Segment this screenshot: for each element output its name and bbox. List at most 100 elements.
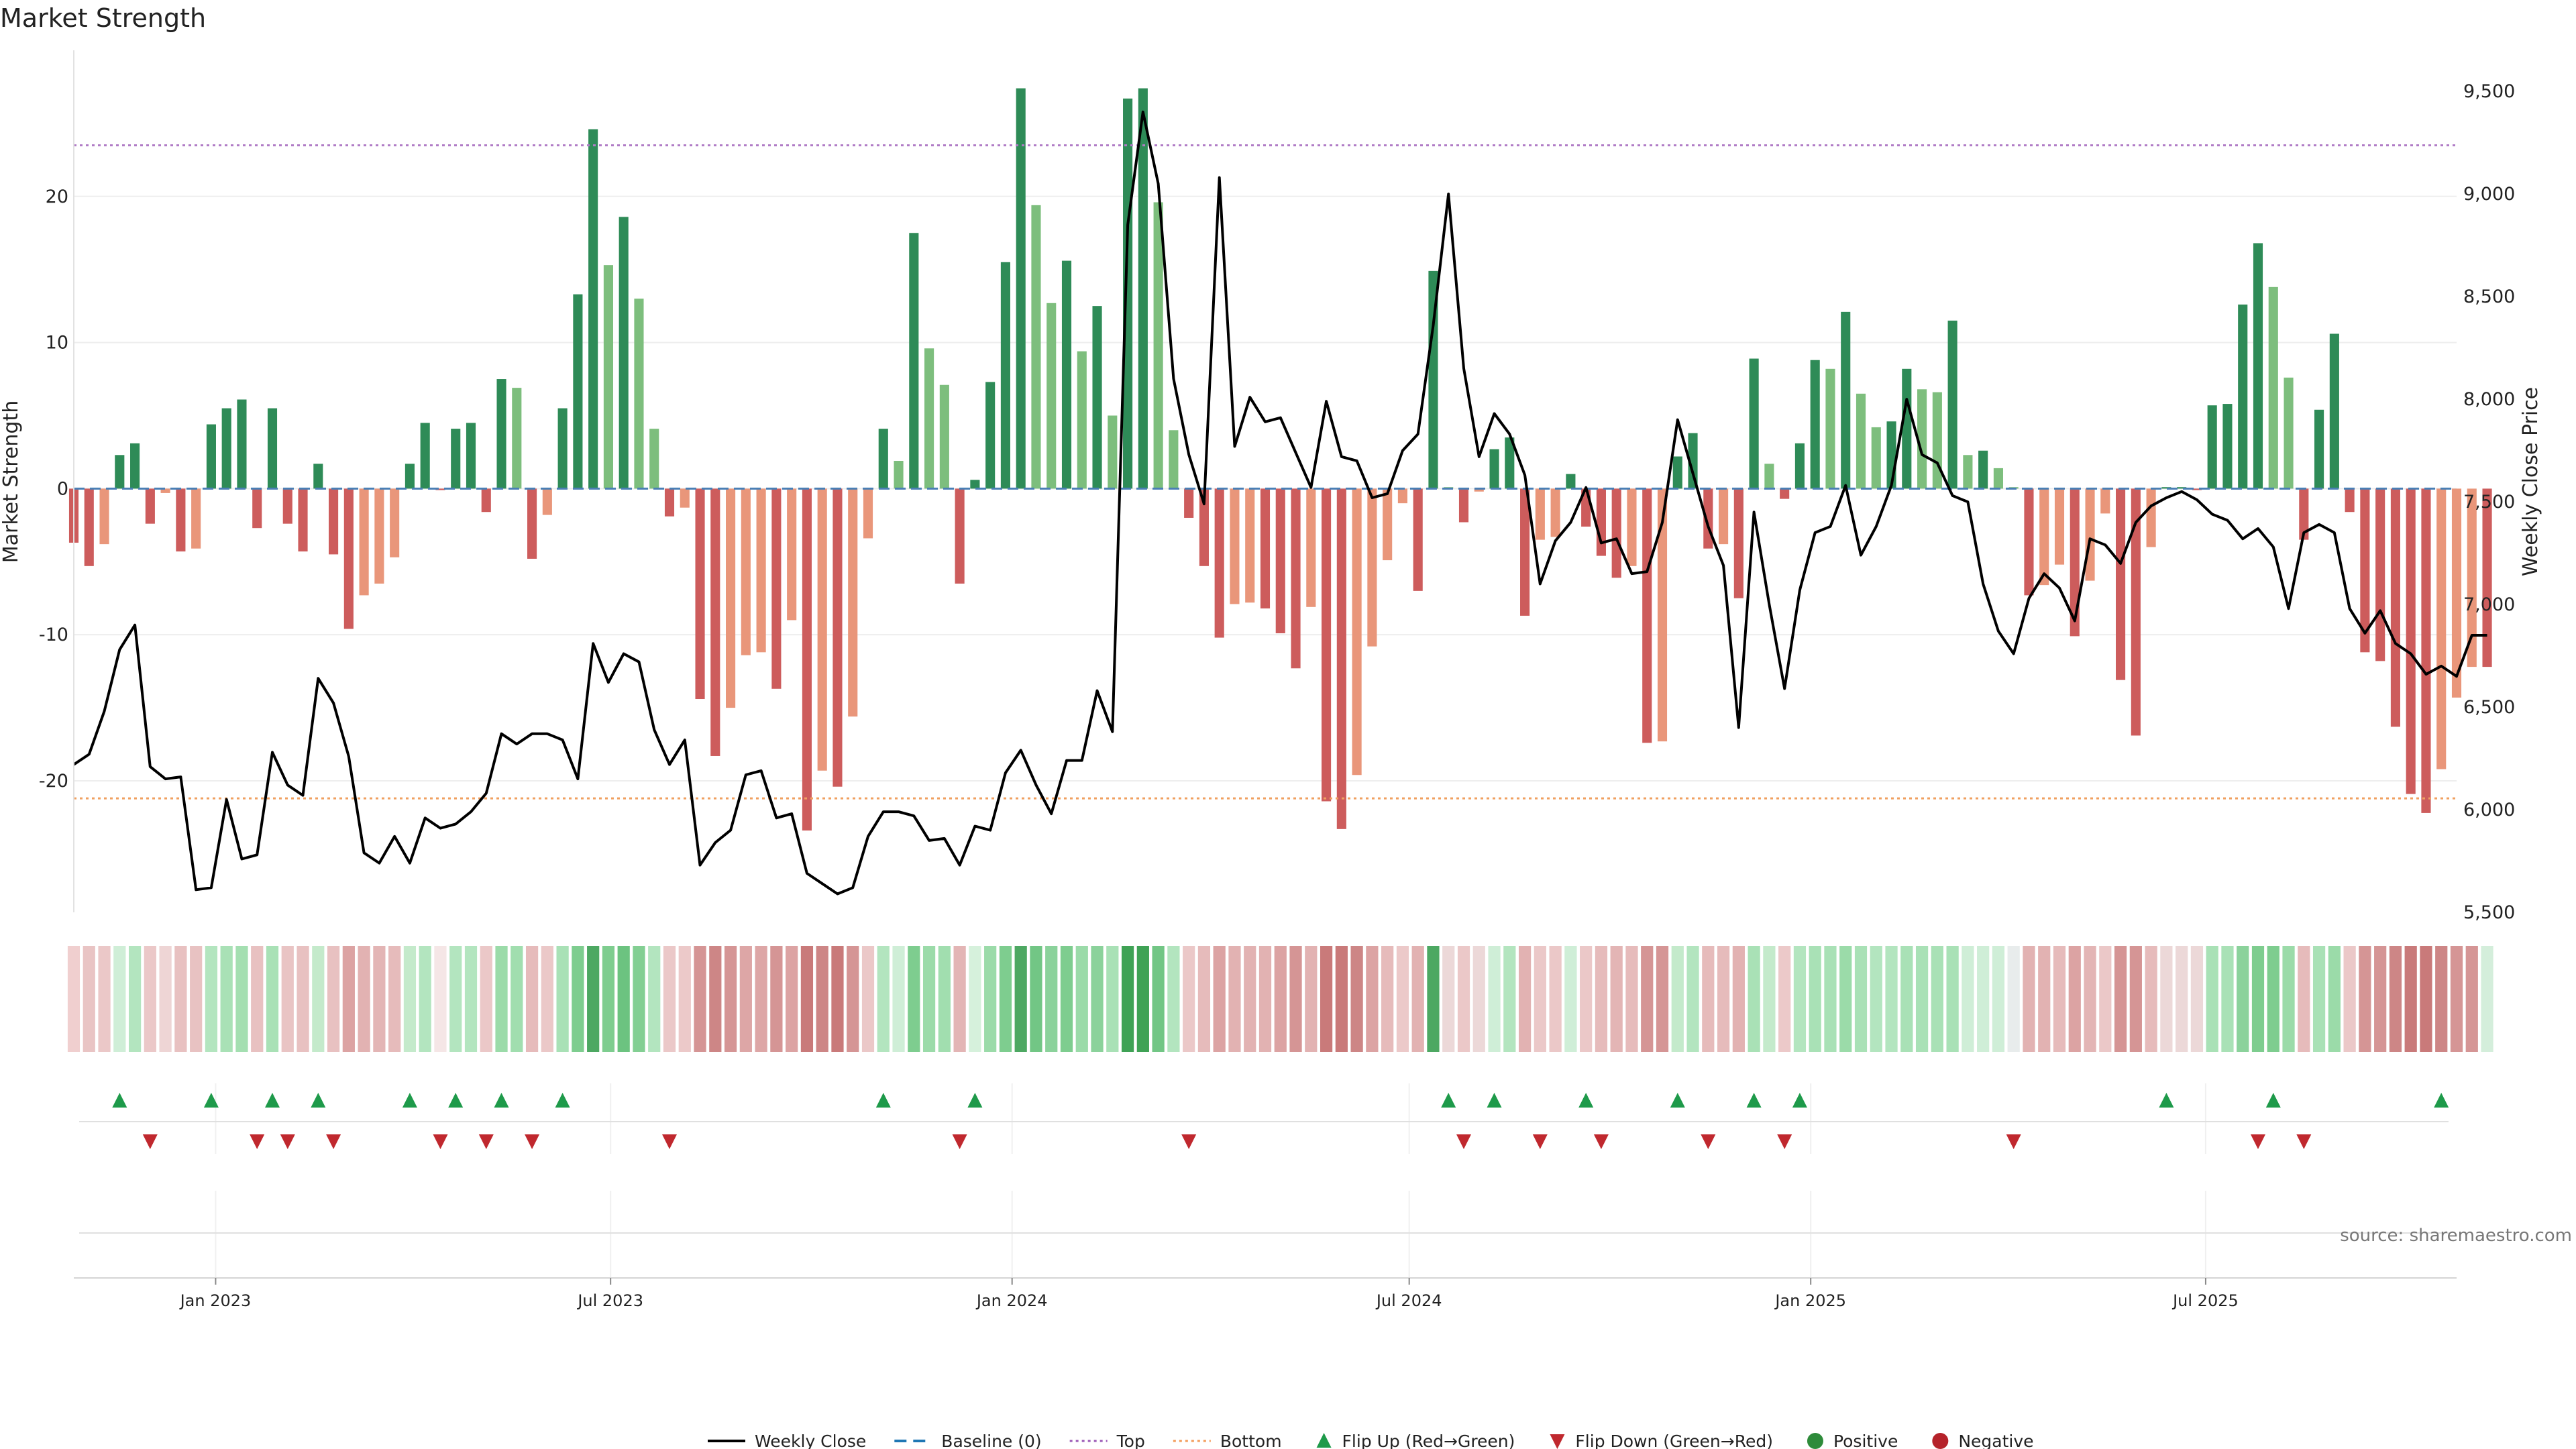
strength-bar xyxy=(390,488,400,557)
strength-bar xyxy=(2039,488,2049,586)
flip-up-marker xyxy=(112,1093,127,1108)
strength-bar xyxy=(863,488,873,539)
strength-bar xyxy=(1184,488,1194,518)
strength-bar xyxy=(206,424,216,489)
heat-cell xyxy=(1152,946,1165,1052)
heat-cell xyxy=(1946,946,1959,1052)
strength-bar xyxy=(1077,351,1087,489)
heat-cell xyxy=(1106,946,1119,1052)
heat-cell xyxy=(327,946,340,1052)
strength-bar xyxy=(710,488,720,756)
flip-up-marker xyxy=(875,1093,891,1108)
flip-up-marker xyxy=(1441,1093,1456,1108)
heat-cell xyxy=(1167,946,1180,1052)
heat-cell xyxy=(1335,946,1348,1052)
heat-cell xyxy=(83,946,95,1052)
strength-bar xyxy=(1031,205,1041,489)
strength-bars xyxy=(68,88,2492,831)
strength-bar xyxy=(1627,488,1637,566)
heat-cell xyxy=(1305,946,1318,1052)
y-tick-label: -20 xyxy=(39,771,68,792)
strength-bar xyxy=(557,408,568,489)
heat-cell xyxy=(1091,946,1104,1052)
legend-label: Top xyxy=(1116,1432,1145,1449)
heat-cell xyxy=(1625,946,1638,1052)
strength-bar xyxy=(2329,333,2339,489)
strength-bar xyxy=(2284,377,2294,489)
legend-swatch xyxy=(1316,1433,1332,1448)
heat-cell xyxy=(1258,946,1272,1052)
flip-up-marker xyxy=(1792,1093,1807,1108)
heat-cell xyxy=(358,946,370,1052)
heat-strip xyxy=(67,946,2493,1052)
strength-bar xyxy=(1780,488,1790,499)
heat-cell xyxy=(1228,946,1241,1052)
heat-cell xyxy=(419,946,431,1052)
axes-layer: -20 -10 0 10 20 5,500 6,000 6,500 7,000 7,500 8,00… xyxy=(39,50,2515,923)
y-axis-label: Market Strength xyxy=(0,400,23,563)
heat-cell xyxy=(1213,946,1226,1052)
heat-cell xyxy=(709,946,722,1052)
heat-cell xyxy=(694,946,706,1052)
heat-cell xyxy=(2420,946,2432,1052)
strength-bar xyxy=(2100,488,2110,514)
strength-bar xyxy=(2345,488,2355,513)
strength-bar xyxy=(374,488,384,584)
flip-up-marker xyxy=(203,1093,219,1108)
strength-bar xyxy=(420,423,430,489)
strength-bar xyxy=(191,488,201,549)
flip-up-marker xyxy=(402,1093,417,1108)
heat-cell xyxy=(847,946,859,1052)
strength-bar xyxy=(787,488,797,621)
heat-cell xyxy=(205,946,218,1052)
strength-bar xyxy=(1352,488,1362,775)
heat-cell xyxy=(525,946,539,1052)
y2-tick-label: 9,000 xyxy=(2463,184,2515,205)
strength-bar xyxy=(405,464,415,489)
heat-cell xyxy=(1717,946,1730,1052)
strength-bar xyxy=(894,461,904,489)
strength-bar xyxy=(496,379,506,489)
legend: Weekly Close Baseline (0) Top Bottom Flip Up… xyxy=(708,1432,2034,1449)
strength-bar xyxy=(1749,358,1759,489)
heat-cell xyxy=(2328,946,2341,1052)
flip-up-marker xyxy=(311,1093,326,1108)
strength-bar xyxy=(1520,488,1530,616)
strength-bar xyxy=(359,488,369,596)
heat-cell xyxy=(1411,946,1424,1052)
heat-cell xyxy=(1977,946,1990,1052)
heat-cell xyxy=(770,946,783,1052)
strength-bar xyxy=(2299,488,2309,540)
flip-down-marker xyxy=(326,1134,341,1149)
x-tick-label: Jul 2025 xyxy=(2171,1291,2239,1310)
strength-bar xyxy=(2268,286,2278,489)
heat-cell xyxy=(1442,946,1455,1052)
strength-bar xyxy=(1764,464,1774,489)
legend-swatch xyxy=(1932,1433,1949,1449)
heat-cell xyxy=(1900,946,1913,1052)
flip-down-marker xyxy=(280,1134,295,1149)
strength-bar xyxy=(1810,360,1820,489)
strength-bar xyxy=(2024,488,2034,596)
strength-bar xyxy=(1336,488,1346,829)
strength-bar xyxy=(313,464,323,489)
heat-cell xyxy=(1915,946,1929,1052)
strength-bar xyxy=(145,488,155,524)
heat-cell xyxy=(861,946,875,1052)
strength-bar xyxy=(237,399,247,489)
heat-cell xyxy=(678,946,691,1052)
heat-cell xyxy=(1534,946,1546,1052)
heat-cell xyxy=(128,946,142,1052)
strength-bar xyxy=(2421,488,2431,813)
strength-bar xyxy=(1260,488,1271,608)
strength-bar xyxy=(343,488,354,629)
strength-bar xyxy=(512,388,522,489)
legend-label: Flip Up (Red→Green) xyxy=(1342,1432,1515,1449)
legend-item-bottom: Bottom xyxy=(1173,1432,1282,1449)
strength-bar xyxy=(2406,488,2416,794)
y-tick-label: 20 xyxy=(46,186,68,207)
heat-cell xyxy=(434,946,447,1052)
strength-bar xyxy=(1947,320,1957,489)
strength-bar xyxy=(1000,262,1010,489)
heat-cell xyxy=(1274,946,1287,1052)
